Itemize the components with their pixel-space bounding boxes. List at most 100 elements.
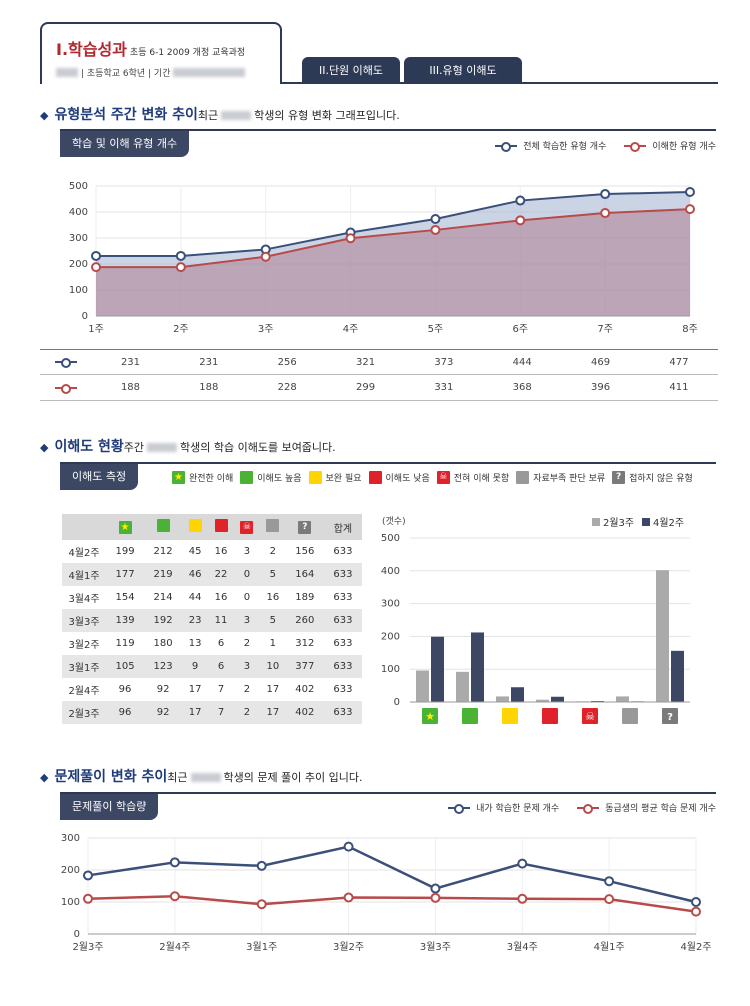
table-row: 3월4주 154 214 44 16 0 16 189 633 (62, 586, 362, 609)
understanding-bar-chart: (갯수) 0 100 200 300 400 500 ★ ☠ ? 2월3주 4월2주 (381, 516, 690, 724)
table-row-understood: 188 188 228 299 331 368 396 411 (40, 375, 718, 401)
question-icon: ? (298, 520, 312, 534)
y-tick-label: 300 (69, 233, 88, 244)
report-header: I.학습성과 초등 6-1 2009 개정 교육과정 | 초등학교 6학년 | 기… (40, 22, 718, 84)
type-trend-area-chart: 0 100 200 300 400 500 1주 2주 3주 4주 5주 6주 7주 8주 (69, 181, 698, 335)
data-point (430, 214, 441, 225)
table-row: 4월2주 199 212 45 16 3 2 156 633 (62, 540, 362, 563)
x-tick-label: 6주 (513, 324, 529, 335)
table-cell: 2 (243, 638, 251, 649)
x-tick-label: 4주 (343, 324, 359, 335)
x-tick-label: 3주 (258, 324, 274, 335)
x-tick-label: 3월1주 (246, 941, 277, 953)
table-cell: 23 (182, 609, 209, 632)
table-cell: 633 (323, 701, 362, 724)
legend-total-label: 전체 학습한 유형 개수 (523, 142, 607, 152)
table-cell: 396 (591, 382, 611, 393)
data-point (169, 857, 180, 868)
yellow-square-icon (308, 471, 322, 484)
table-cell: 180 (153, 638, 173, 649)
data-point (83, 870, 93, 881)
section3-panel-bar (60, 792, 716, 794)
section2-desc-before: 주간 (123, 441, 144, 454)
green-square-icon (156, 519, 170, 532)
table-cell: 44 (188, 592, 202, 603)
data-point (260, 251, 271, 262)
data-point (685, 186, 695, 197)
data-point (600, 189, 611, 200)
section1-desc-after: 학생의 유형 변화 그래프입니다. (254, 109, 400, 122)
data-point (691, 897, 701, 907)
y-tick-label: 200 (381, 631, 400, 642)
section2-panel-bar (60, 462, 716, 464)
data-point (169, 891, 180, 902)
diamond-icon: ◆ (40, 771, 49, 784)
table-cell: 633 (323, 563, 362, 586)
header-total: 합계 (323, 514, 362, 540)
table-cell: 192 (144, 609, 183, 632)
row-week: 3월1주 (62, 655, 106, 678)
data-point (604, 876, 615, 887)
y-tick-label: 100 (61, 897, 80, 908)
bar (416, 670, 429, 702)
table-row: 3월3주 139 192 23 11 3 5 260 633 (62, 609, 362, 632)
tab-type-understanding[interactable]: III.유형 이해도 (404, 57, 522, 84)
table-cell: 119 (115, 638, 135, 649)
yellow-square-icon (188, 519, 202, 532)
table-cell: 633 (323, 655, 362, 678)
table-cell: 16 (266, 592, 280, 603)
table-cell: 373 (434, 356, 454, 368)
line-marker-icon (54, 383, 77, 394)
blurred-name (56, 68, 78, 77)
chart3-legend: 내가 학습한 문제 개수 동급생의 평균 학습 문제 개수 (448, 801, 716, 814)
table-cell: 7 (208, 701, 234, 724)
table-cell: 2 (243, 684, 251, 695)
x-tick-label: 4월1주 (594, 941, 625, 953)
table-cell: 189 (295, 592, 315, 603)
data-point (430, 883, 441, 894)
data-point (91, 262, 101, 273)
table-cell: 13 (188, 638, 202, 649)
legend-label: 완전한 이해 (189, 474, 234, 484)
legend-label: 이해도 낮음 (385, 474, 430, 484)
table-cell: 260 (285, 609, 324, 632)
section2-panel-tab: 이해도 측정 (60, 464, 139, 490)
table-cell: 177 (106, 563, 145, 586)
gray-icon (622, 708, 638, 724)
legend-mine-label: 내가 학습한 문제 개수 (476, 804, 560, 814)
table-cell: 3 (233, 609, 260, 632)
data-point (343, 892, 354, 903)
data-point (345, 233, 356, 244)
table-cell: 154 (115, 592, 135, 603)
y-tick-label: 300 (381, 599, 400, 610)
row-week: 4월2주 (68, 548, 100, 559)
line-marker-icon (495, 141, 518, 152)
table-cell: 46 (182, 563, 209, 586)
table-cell: 444 (512, 356, 532, 368)
table-cell: 2 (269, 546, 277, 557)
table-cell: 92 (156, 684, 170, 695)
tab-learning-outcome[interactable]: I.학습성과 초등 6-1 2009 개정 교육과정 | 초등학교 6학년 | 기… (40, 22, 282, 84)
data-point (343, 841, 354, 852)
data-point (175, 250, 186, 261)
x-tick-label: 7주 (597, 324, 613, 335)
table-cell: 3 (233, 655, 260, 678)
star-icon (422, 708, 438, 724)
data-point (691, 906, 701, 917)
table-cell: 199 (115, 546, 135, 557)
table-cell: 2 (233, 701, 260, 724)
table-cell: 402 (285, 701, 324, 724)
y-tick-label: 0 (82, 311, 88, 322)
x-tick-label: 2월3주 (72, 941, 103, 953)
legend-label: 자료부족 판단 보류 (533, 474, 606, 484)
table-cell: 633 (333, 684, 353, 695)
y-tick-label: 0 (74, 929, 80, 940)
x-tick-label: 3월3주 (420, 941, 451, 953)
section3-title-text: 문제풀이 변화 추이 (54, 769, 168, 785)
tab-unit-understanding[interactable]: II.단원 이해도 (302, 57, 400, 84)
section2-title-text: 이해도 현황 (54, 439, 124, 455)
table-cell: 45 (188, 546, 202, 557)
legend-label: 4월2주 (653, 517, 684, 529)
row-week: 3월4주 (68, 594, 100, 605)
x-tick-label: 4월2주 (680, 941, 711, 953)
